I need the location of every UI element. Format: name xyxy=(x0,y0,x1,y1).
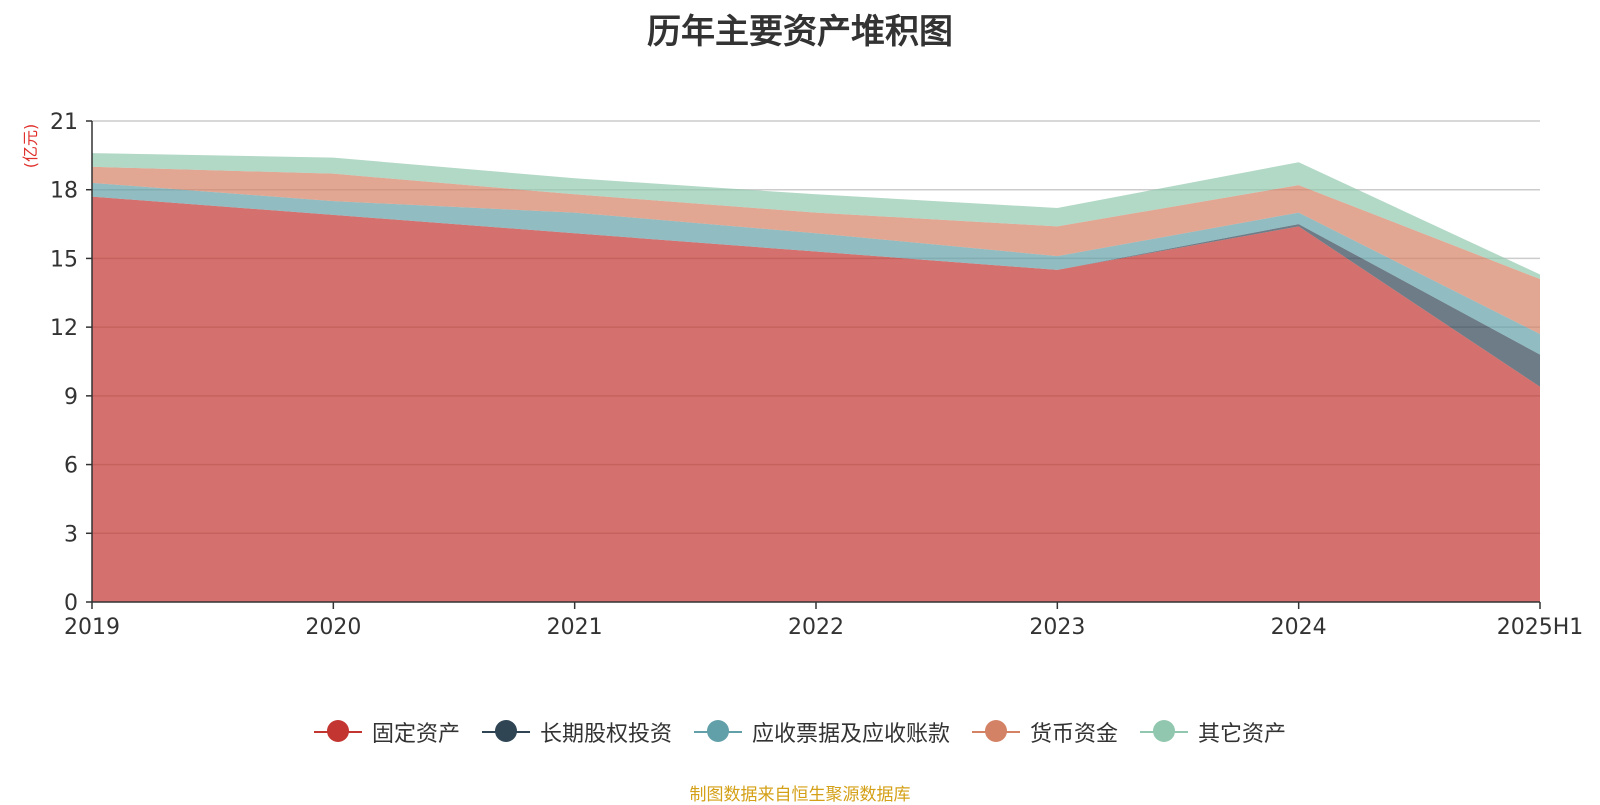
area-series-3 xyxy=(92,166,1540,335)
source-note: 制图数据来自恒生聚源数据库 xyxy=(689,785,911,805)
x-tick-label-2: 2021 xyxy=(547,615,603,640)
area-series xyxy=(92,153,1540,603)
legend-marker-icon xyxy=(972,719,1020,745)
area-series-2 xyxy=(92,182,1540,355)
legend-label: 应收票据及应收账款 xyxy=(751,722,950,747)
chart-legend: 固定资产 长期股权投资 应收票据及应收账款 货币资金 其它资产 xyxy=(0,716,1600,748)
y-tick-label-0: 0 xyxy=(64,591,78,616)
axes: 0 3 6 9 12 15 18 21 2019 2020 2021 2022 2023 2024 2025… xyxy=(50,110,1583,640)
x-tick-label-6: 2025H1 xyxy=(1497,615,1584,640)
x-tick-label-3: 2022 xyxy=(788,615,844,640)
legend-label: 固定资产 xyxy=(371,722,460,747)
y-tick-label-5: 15 xyxy=(50,247,78,272)
legend-label: 货币资金 xyxy=(1030,722,1119,747)
legend-item-0[interactable]: 固定资产 xyxy=(313,716,460,748)
chart-title: 历年主要资产堆积图 xyxy=(647,12,953,52)
legend-marker-icon xyxy=(693,719,742,745)
legend-label: 其它资产 xyxy=(1198,722,1287,747)
y-axis-label: (亿元) xyxy=(21,124,40,169)
x-tick-label-5: 2024 xyxy=(1271,615,1327,640)
x-tick-label-1: 2020 xyxy=(305,615,361,640)
area-series-0 xyxy=(92,196,1540,603)
x-tick-label-0: 2019 xyxy=(64,615,120,640)
y-tick-label-6: 18 xyxy=(50,179,78,204)
legend-item-4[interactable]: 其它资产 xyxy=(1140,716,1286,748)
y-tick-label-2: 6 xyxy=(64,454,78,479)
y-tick-label-1: 3 xyxy=(64,522,78,547)
legend-item-1[interactable]: 长期股权投资 xyxy=(481,716,672,748)
legend-item-2[interactable]: 应收票据及应收账款 xyxy=(693,716,950,748)
y-tick-label-3: 9 xyxy=(64,385,78,410)
area-series-4 xyxy=(92,153,1540,280)
legend-item-3[interactable]: 货币资金 xyxy=(972,716,1118,748)
legend-label: 长期股权投资 xyxy=(539,722,672,747)
legend-marker-icon xyxy=(481,719,530,745)
x-tick-label-4: 2023 xyxy=(1029,615,1085,640)
legend-marker-icon xyxy=(1140,719,1189,745)
legend-marker-icon xyxy=(313,719,362,745)
y-tick-label-7: 21 xyxy=(50,110,78,135)
y-tick-label-4: 12 xyxy=(50,316,78,341)
